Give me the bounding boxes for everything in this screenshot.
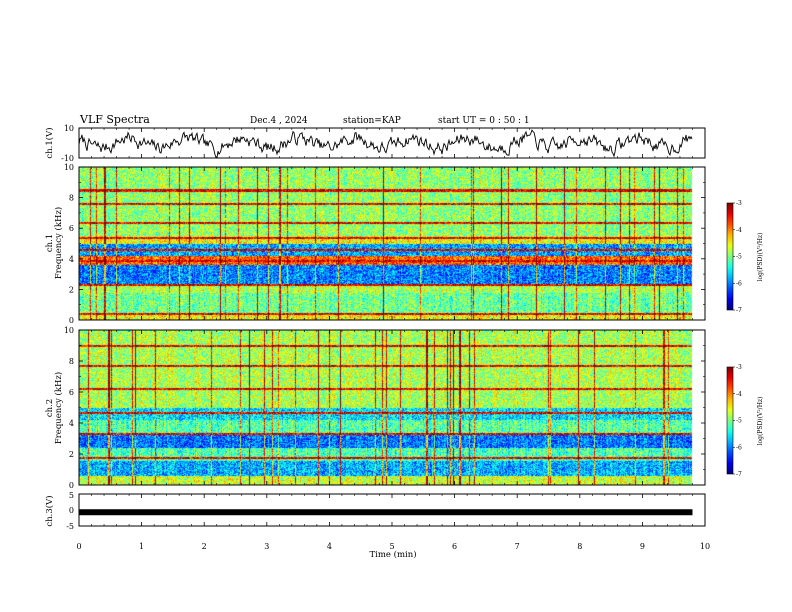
ch1-ytick-bottom: -10 [61, 154, 74, 163]
ch1-spectrogram-ylabel-channel: ch.1 [45, 234, 55, 252]
y-tick-label: 8 [69, 194, 74, 203]
colorbar-tick-label: -4 [736, 391, 742, 398]
x-tick-label: 1 [139, 542, 144, 551]
ch2-colorbar-label: log(PSD)(V²/Hz) [757, 397, 764, 446]
colorbar-tick-label: -6 [736, 444, 742, 451]
colorbar-tick-label: -5 [736, 418, 742, 425]
ch3-ytick-mid: 0 [69, 506, 74, 515]
x-tick-label: 6 [452, 542, 457, 551]
x-tick-label: 4 [327, 542, 332, 551]
y-tick-label: 6 [69, 224, 74, 233]
ch2-colorbar [726, 366, 734, 475]
colorbar-tick-label: -3 [736, 200, 742, 207]
colorbar-tick-label: -3 [736, 364, 742, 371]
y-tick-label: 0 [69, 481, 74, 490]
ch3-waveform-panel: 5 0 -5 ch.3(V) [44, 491, 706, 531]
x-tick-label: 8 [577, 542, 582, 551]
x-tick-label: 3 [264, 542, 269, 551]
y-tick-label: 2 [69, 285, 74, 294]
x-tick-label: 9 [640, 542, 645, 551]
colorbar-tick-label: -6 [736, 280, 742, 287]
x-tick-label: 2 [202, 542, 207, 551]
start-ut-label: start UT = 0 : 50 : 1 [438, 116, 530, 126]
x-tick-label: 5 [389, 542, 394, 551]
x-tick-label: 7 [515, 542, 520, 551]
colorbar-tick-label: -7 [736, 307, 742, 314]
y-tick-label: 4 [69, 419, 74, 428]
y-tick-label: 8 [69, 357, 74, 366]
y-tick-label: 2 [69, 450, 74, 459]
ch1-waveform-panel: 10 -10 ch.1(V) [44, 124, 706, 163]
x-tick-label: 0 [76, 542, 81, 551]
ch2-spectrogram-ylabel-channel: ch.2 [45, 399, 55, 417]
ch3-waveform-ylabel: ch.3(V) [44, 495, 55, 526]
y-tick-label: 0 [69, 316, 74, 325]
figure-title: VLF Spectra [79, 113, 150, 126]
ch1-ytick-top: 10 [64, 124, 74, 133]
ch2-spectrogram-image [79, 330, 705, 485]
ch2-spectrogram-ylabel-freq: Frequency (kHz) [53, 372, 64, 444]
ch1-colorbar-label: log(PSD)(V²/Hz) [757, 233, 764, 282]
date-label: Dec.4 , 2024 [250, 116, 308, 126]
y-tick-label: 4 [69, 255, 74, 264]
y-tick-label: 10 [64, 163, 74, 172]
colorbar-tick-label: -7 [736, 471, 742, 478]
time-axis-label: Time (min) [369, 549, 416, 560]
station-label: station=KAP [343, 116, 401, 126]
ch3-waveform-trace [79, 509, 693, 516]
ch3-ytick-top: 5 [69, 491, 74, 500]
y-tick-label: 10 [64, 326, 74, 335]
ch1-spectrogram-ylabel-freq: Frequency (kHz) [53, 207, 64, 279]
y-tick-label: 6 [69, 388, 74, 397]
colorbar-tick-label: -4 [736, 227, 742, 234]
colorbar-tick-label: -5 [736, 254, 742, 261]
ch1-colorbar [726, 202, 734, 311]
ch1-waveform-ylabel: ch.1(V) [44, 127, 55, 158]
time-axis-ticks: 0 1 2 3 4 5 6 7 8 9 10 [76, 128, 710, 551]
ch1-spectrogram-image [79, 167, 705, 320]
x-tick-label: 10 [700, 542, 710, 551]
ch3-ytick-bottom: -5 [66, 522, 74, 531]
ch1-waveform-trace [78, 129, 693, 159]
